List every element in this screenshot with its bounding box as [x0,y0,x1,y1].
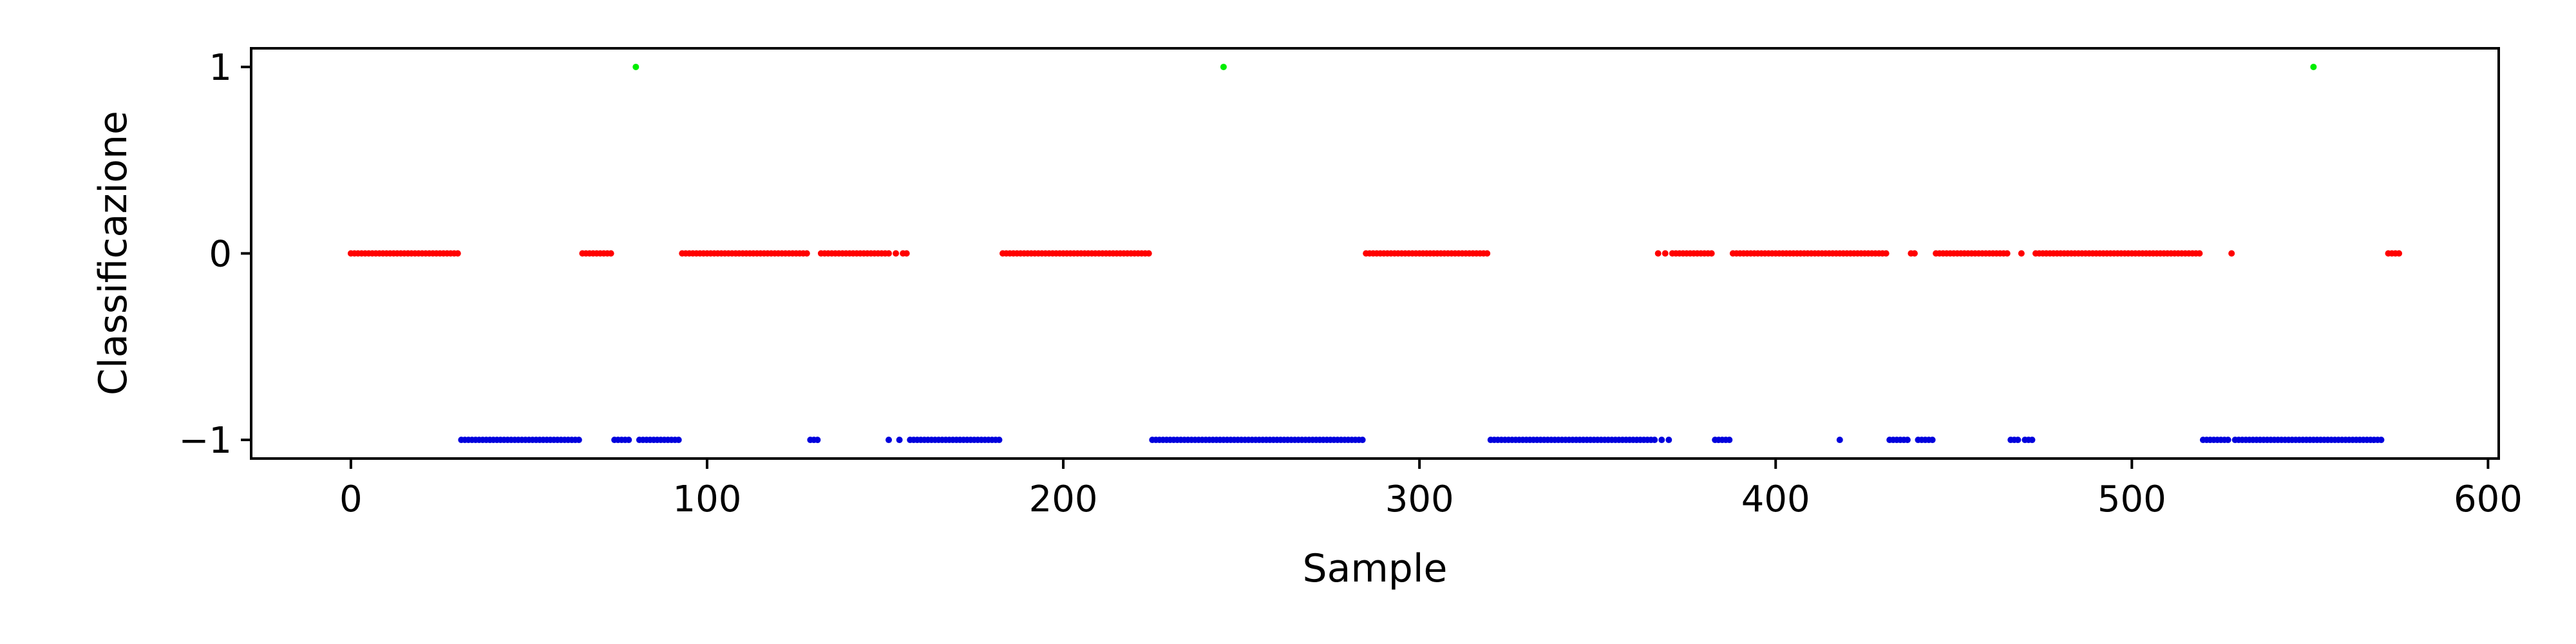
data-point [2224,437,2231,444]
data-point [1484,250,1491,257]
y-tick-label: −1 [178,420,232,462]
data-point [1929,437,1936,444]
y-tick-label: 1 [209,47,232,89]
data-point [1836,437,1843,444]
data-point [2378,437,2385,444]
data-point [625,437,632,444]
x-tick-label: 300 [1385,478,1454,520]
data-point [632,63,639,70]
data-point [1658,437,1665,444]
y-axis-label: Classificazione [91,111,136,395]
data-point [454,250,461,257]
x-tick-label: 500 [2098,478,2166,520]
data-point [814,437,821,444]
data-point [886,250,893,257]
data-point [1651,437,1658,444]
data-point [1911,250,1918,257]
data-points [347,63,2403,444]
data-point [2228,250,2235,257]
data-point [2029,437,2036,444]
data-point [1145,250,1152,257]
y-tick-label: 0 [209,234,232,276]
x-tick-label: 100 [673,478,742,520]
data-point [1708,250,1715,257]
data-point [896,437,903,444]
data-point [2003,250,2011,257]
data-point [675,437,682,444]
data-point [607,250,614,257]
data-point [1662,250,1669,257]
data-point [903,250,910,257]
data-point [1882,250,1889,257]
data-point [1904,437,1911,444]
data-point [886,437,893,444]
data-point [1220,63,1227,70]
data-point [2018,250,2025,257]
x-tick-label: 0 [339,478,363,520]
x-axis-label: Sample [1303,546,1448,591]
data-point [2196,250,2203,257]
data-point [575,437,582,444]
data-point [2310,63,2317,70]
data-point [996,437,1003,444]
x-axis-ticks: 0 100 200 300 400 500 600 [339,459,2523,520]
data-point [893,250,900,257]
data-point [2014,437,2022,444]
data-point [1359,437,1366,444]
y-axis-ticks: −1 0 1 [178,47,251,462]
x-tick-label: 600 [2454,478,2523,520]
x-tick-label: 200 [1029,478,1098,520]
x-tick-label: 400 [1741,478,1810,520]
data-point [803,250,810,257]
data-point [1654,250,1662,257]
data-point [1726,437,1733,444]
data-point [1665,437,1672,444]
data-point [2396,250,2403,257]
